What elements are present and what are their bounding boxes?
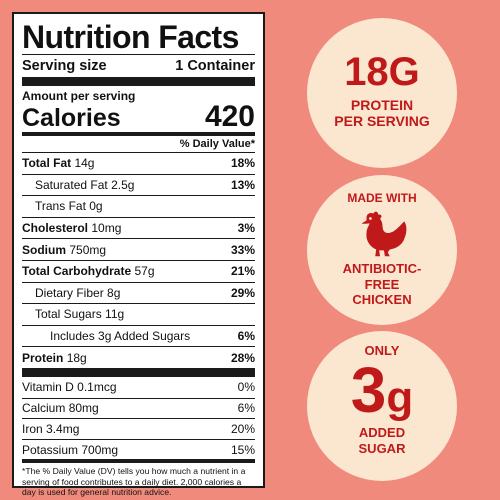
nutrient-dv: 21%	[230, 264, 255, 279]
amount-per-serving: Amount per serving	[22, 89, 136, 103]
divider	[22, 54, 255, 55]
sugar-badge-line1: ADDED	[358, 425, 406, 440]
protein-badge-line1: PROTEIN	[350, 97, 414, 113]
divider-medium	[22, 459, 255, 464]
vitamin-dv: 0%	[237, 380, 255, 395]
calories-row: Calories 420	[22, 100, 255, 133]
serving-size-label: Serving size	[22, 58, 107, 74]
nutrient-name: Sodium	[22, 242, 66, 257]
chicken-badge-line2: FREE	[364, 276, 400, 292]
calories-label: Calories	[22, 104, 121, 132]
nutrient-dv: 13%	[230, 177, 255, 192]
nutrient-amount: 2.5g	[111, 177, 135, 192]
chicken-icon	[361, 211, 407, 257]
nutrient-amount: 10mg	[91, 221, 122, 236]
nutrient-row-sodium: Sodium 750mg 33%	[22, 238, 255, 260]
nutrient-dv: 3%	[237, 221, 255, 236]
divider-medium	[22, 132, 255, 136]
nutrient-name: Total Carbohydrate	[22, 264, 132, 279]
nutrient-dv: 29%	[230, 285, 255, 300]
nutrient-dv: 33%	[230, 242, 255, 257]
sugar-badge-top: ONLY	[364, 343, 400, 358]
vitamin-name: Calcium	[22, 401, 66, 416]
nutrition-facts-title: Nutrition Facts	[22, 19, 239, 55]
nutrient-row-protein: Protein 18g 28%	[22, 346, 255, 368]
nutrient-amount: 750mg	[69, 242, 107, 257]
daily-value-header-text: % Daily Value*	[179, 138, 255, 150]
chicken-badge-line3: CHICKEN	[352, 292, 412, 307]
vitamin-amount: 80mg	[68, 401, 99, 416]
vitamin-name: Iron	[22, 421, 43, 436]
nutrient-row-cholesterol: Cholesterol 10mg 3%	[22, 216, 255, 239]
vitamin-dv: 6%	[237, 401, 255, 416]
nutrient-name: Total Fat	[22, 156, 72, 171]
nutrient-name: Total Sugars	[35, 307, 102, 322]
nutrient-row-trans-fat: Trans Fat 0g	[22, 195, 255, 217]
nutrient-amount: 11g	[105, 307, 125, 322]
vitamins-section: Vitamin D 0.1mcg 0% Calcium 80mg 6% Iron…	[22, 377, 255, 459]
nutrient-name: Trans Fat	[35, 199, 86, 214]
daily-value-header: % Daily Value*	[22, 136, 255, 152]
vitamin-row: Potassium 700mg 15%	[22, 438, 255, 460]
sugar-badge-number: 3	[350, 354, 387, 426]
nutrient-amount: 0g	[89, 199, 103, 214]
protein-badge-line2: PER SERVING	[334, 113, 430, 129]
nutrient-name: Cholesterol	[22, 221, 89, 236]
chicken-badge-top: MADE WITH	[347, 191, 417, 205]
vitamin-dv: 20%	[230, 421, 255, 436]
vitamin-name: Vitamin D	[22, 380, 74, 395]
nutrition-facts-panel: Nutrition Facts Serving size 1 Container…	[12, 12, 265, 497]
divider-thick	[22, 77, 255, 86]
sugar-badge-unit: g	[386, 373, 414, 422]
nutrient-amount: 14g	[74, 156, 95, 171]
calories-value: 420	[204, 100, 255, 133]
nutrient-row-total-carbohydrate: Total Carbohydrate 57g 21%	[22, 259, 255, 282]
nutrient-name: Protein	[22, 350, 64, 365]
vitamin-amount: 3.4mg	[46, 421, 80, 436]
nutrient-dv: 6%	[237, 329, 255, 344]
nutrient-name: Includes 3g Added Sugars	[50, 329, 191, 344]
chicken-badge: MADE WITH ANTIBIOTIC- FREE CHICKEN	[307, 175, 457, 325]
chicken-badge-line1: ANTIBIOTIC-	[342, 261, 422, 276]
vitamin-row: Iron 3.4mg 20%	[22, 418, 255, 439]
serving-size-row: Serving size 1 Container	[22, 55, 255, 77]
nutrient-name: Dietary Fiber	[35, 285, 104, 300]
vitamin-row: Vitamin D 0.1mcg 0%	[22, 377, 255, 398]
sugar-badge: ONLY 3g ADDED SUGAR	[307, 331, 457, 481]
vitamin-row: Calcium 80mg 6%	[22, 397, 255, 419]
nutrient-name: Saturated Fat	[35, 177, 108, 192]
nutrient-amount: 8g	[107, 285, 121, 300]
vitamin-amount: 700mg	[81, 442, 119, 457]
nutrient-row-dietary-fiber: Dietary Fiber 8g 29%	[22, 281, 255, 304]
divider-thick	[22, 367, 255, 377]
vitamin-dv: 15%	[230, 442, 255, 457]
nutrient-dv: 28%	[230, 350, 255, 365]
nutrient-dv: 18%	[230, 156, 255, 171]
protein-badge-value: 18G	[344, 50, 420, 94]
nutrient-row-added-sugars: Includes 3g Added Sugars 6%	[22, 324, 255, 347]
protein-badge: 18G PROTEIN PER SERVING	[307, 18, 457, 168]
nutrient-amount: 57g	[134, 264, 155, 279]
serving-size-value: 1 Container	[175, 58, 255, 74]
sugar-badge-line2: SUGAR	[358, 441, 406, 456]
nutrient-row-total-sugars: Total Sugars 11g	[22, 303, 255, 325]
vitamin-name: Potassium	[22, 442, 79, 457]
daily-value-footnote: *The % Daily Value (DV) tells you how mu…	[22, 466, 246, 498]
nutrient-row-total-fat: Total Fat 14g 18%	[22, 152, 255, 174]
nutrient-row-saturated-fat: Saturated Fat 2.5g 13%	[22, 173, 255, 196]
vitamin-amount: 0.1mcg	[77, 380, 117, 395]
nutrient-amount: 18g	[66, 350, 87, 365]
